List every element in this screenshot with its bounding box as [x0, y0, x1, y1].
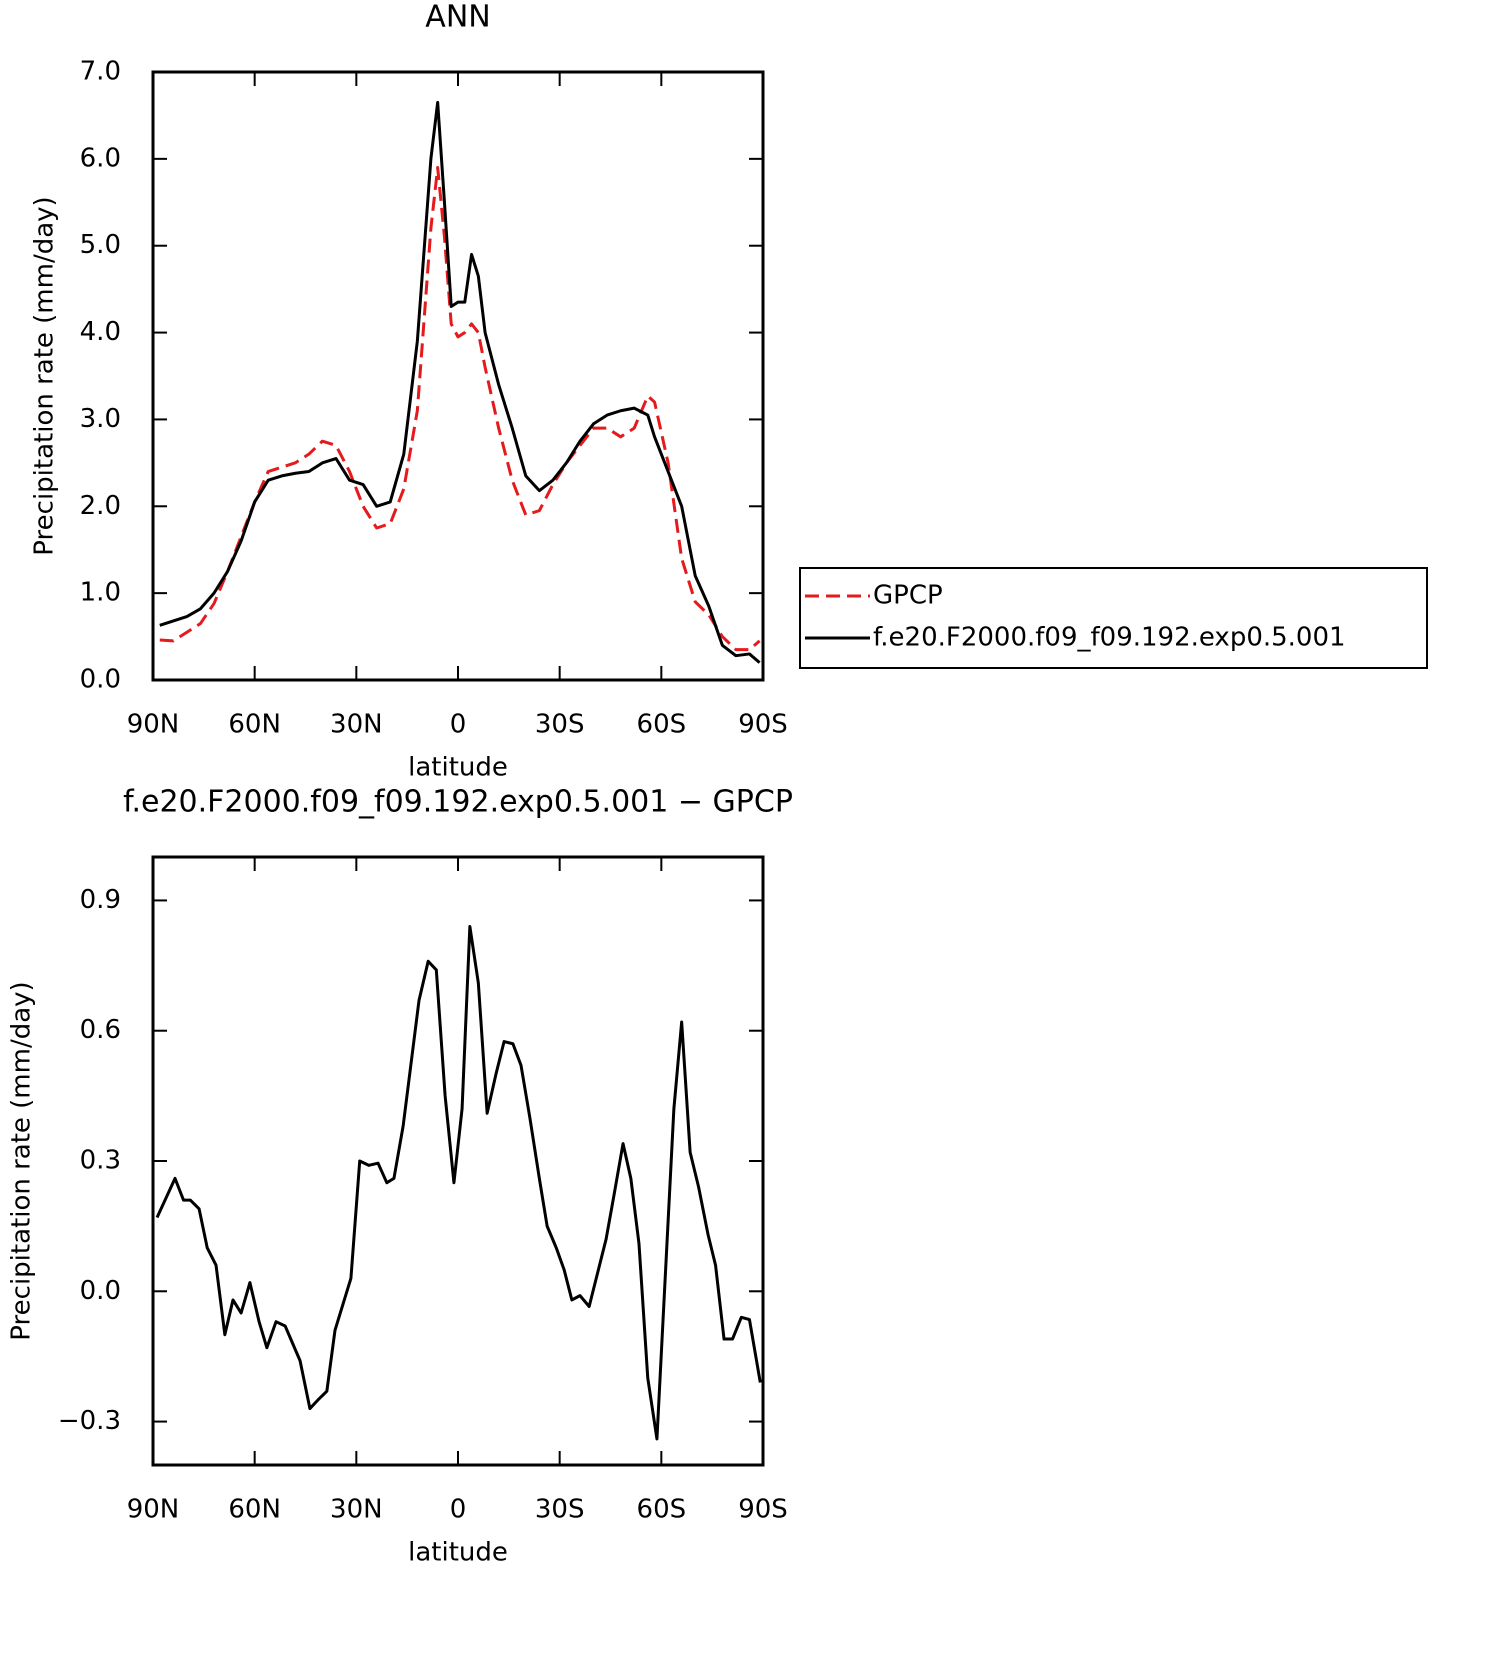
x-tick-label: 0 [450, 710, 467, 740]
x-tick-label: 60S [637, 710, 687, 740]
x-tick-label: 90S [738, 710, 788, 740]
y-tick-label: −0.3 [58, 1406, 121, 1436]
legend-box [799, 567, 1428, 669]
y-tick-label: 7.0 [80, 57, 121, 87]
x-axis-label: latitude [408, 1538, 508, 1568]
data-line [159, 100, 761, 664]
x-tick-label: 30S [535, 710, 585, 740]
y-tick-label: 1.0 [80, 578, 121, 608]
y-tick-label: 6.0 [80, 143, 121, 173]
legend-label: f.e20.F2000.f09_f09.192.exp0.5.001 [873, 623, 1346, 653]
y-tick-label: 5.0 [80, 230, 121, 260]
y-tick-label: 4.0 [80, 317, 121, 347]
y-tick-label: 0.6 [80, 1015, 121, 1045]
y-tick-label: 2.0 [80, 491, 121, 521]
y-tick-label: 3.0 [80, 404, 121, 434]
x-tick-label: 30N [330, 1495, 383, 1525]
x-tick-label: 60N [228, 710, 281, 740]
y-tick-label: 0.9 [80, 885, 121, 915]
data-line [159, 166, 761, 652]
x-tick-label: 60N [228, 1495, 281, 1525]
legend-label: GPCP [873, 581, 943, 611]
x-tick-label: 30S [535, 1495, 585, 1525]
x-tick-label: 90N [127, 1495, 180, 1525]
y-axis-label: Precipitation rate (mm/day) [30, 196, 60, 555]
x-tick-label: 60S [637, 1495, 687, 1525]
data-line [155, 924, 762, 1441]
y-tick-label: 0.0 [80, 665, 121, 695]
chart-title: ANN [425, 0, 490, 35]
plot-frame [151, 855, 765, 1467]
x-tick-label: 30N [330, 710, 383, 740]
x-tick-label: 0 [450, 1495, 467, 1525]
x-tick-label: 90N [127, 710, 180, 740]
y-tick-label: 0.3 [80, 1146, 121, 1176]
y-axis-label: Precipitation rate (mm/day) [7, 981, 37, 1340]
plot-frame [151, 70, 765, 682]
chart-title: f.e20.F2000.f09_f09.192.exp0.5.001 − GPC… [123, 785, 793, 820]
x-tick-label: 90S [738, 1495, 788, 1525]
y-tick-label: 0.0 [80, 1276, 121, 1306]
x-axis-label: latitude [408, 753, 508, 783]
